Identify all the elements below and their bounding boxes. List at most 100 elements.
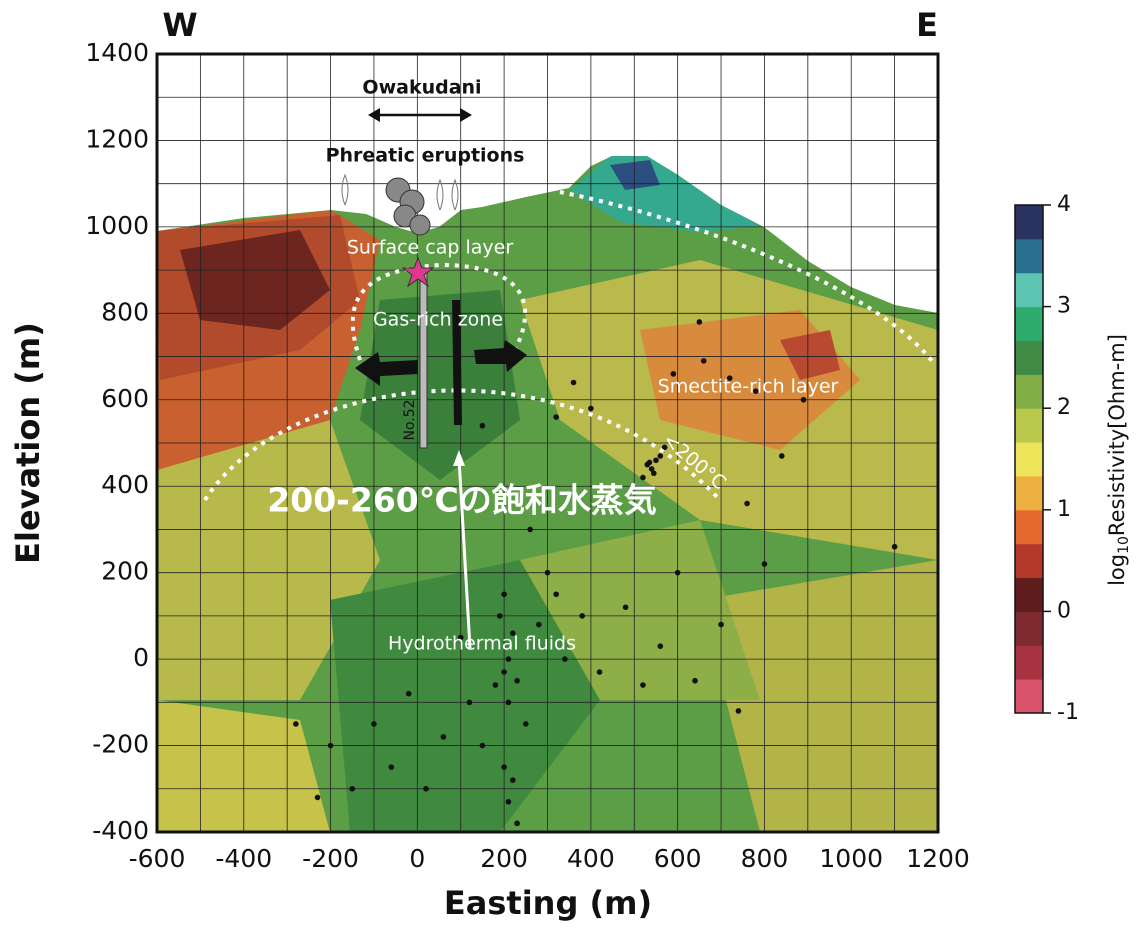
x-tick-label: 1200	[906, 844, 970, 873]
colorbar-band	[1015, 408, 1043, 443]
hypocenter	[479, 422, 486, 429]
y-axis-title: Elevation (m)	[9, 322, 47, 564]
hypocenter	[349, 785, 356, 792]
y-tick-label: 1400	[85, 38, 149, 67]
hypocenter	[509, 630, 516, 636]
hypocenter	[505, 798, 512, 805]
x-tick-label: 1000	[819, 844, 883, 873]
hypocenter	[523, 721, 529, 727]
annotation: Phreatic eruptions	[326, 145, 525, 167]
colorbar-band	[1015, 577, 1043, 612]
hypocenter	[588, 405, 594, 412]
hypocenter	[674, 569, 681, 576]
y-tick-label: -400	[92, 816, 149, 845]
hypocenter	[596, 669, 603, 675]
hypocenter	[696, 319, 703, 325]
hypocenter	[514, 820, 520, 827]
colorbar: -1 0 1 2 3 4	[1014, 192, 1079, 725]
corner-label: W	[162, 6, 197, 44]
hypocenters	[293, 319, 898, 827]
hypocenter	[718, 621, 724, 628]
arrow-head	[460, 108, 472, 122]
eruption-star	[401, 256, 435, 288]
hypocenter	[492, 682, 499, 688]
hypocenter	[501, 764, 507, 770]
hypocenter	[293, 721, 299, 727]
borehole	[419, 269, 428, 449]
y-tick-label: 800	[101, 297, 149, 326]
hypocenter	[553, 591, 559, 598]
annotation: Gas-rich zone	[373, 309, 503, 331]
arrow-head	[368, 108, 380, 122]
hypocenter	[457, 634, 464, 641]
hypocenter	[562, 656, 568, 662]
hypocenter	[657, 453, 664, 459]
hypocenter	[692, 677, 698, 684]
x-tick-label: 200	[480, 844, 528, 873]
hypocenter	[505, 699, 512, 706]
colorbar-band	[1015, 238, 1043, 274]
hypocenter	[752, 388, 759, 394]
hypocenter	[640, 682, 646, 688]
y-tick-label: 1000	[85, 211, 149, 240]
colorbar-tick-label: 1	[1057, 497, 1071, 522]
annotation: Owakudani	[362, 77, 481, 99]
colorbar-tick-label: 3	[1057, 294, 1071, 319]
hypocenter	[423, 785, 429, 792]
y-tick-label: 400	[101, 470, 149, 499]
hypocenter	[314, 794, 321, 801]
hypocenter	[501, 591, 507, 598]
hypocenter	[744, 500, 750, 507]
y-tick-label: 1200	[85, 124, 149, 153]
hypocenter	[371, 721, 377, 727]
corner-label: E	[916, 6, 938, 44]
hypocenter	[553, 414, 559, 420]
flow-arrow	[474, 340, 527, 372]
hypocenter	[670, 371, 677, 377]
annotation: 200-260℃の飽和水蒸気	[267, 481, 656, 520]
colorbar-title: 10	[1116, 536, 1132, 554]
hypocenter	[505, 656, 512, 662]
hypocenter	[579, 613, 586, 619]
fluid-arrow	[457, 457, 472, 649]
hypocenter	[657, 643, 664, 649]
hypocenter	[622, 604, 629, 611]
plot-frame	[155, 52, 940, 834]
hypocenter	[388, 764, 395, 770]
colorbar-band	[1015, 340, 1043, 375]
y-tick-label: 0	[133, 643, 149, 672]
fluid-arrow-head	[453, 450, 465, 466]
colorbar-title: Resistivity[Ohm-m]	[1105, 334, 1129, 536]
colorbar-title: log10Resistivity[Ohm-m]	[1105, 334, 1132, 586]
hypocenter	[700, 358, 707, 364]
colorbar-band	[1015, 374, 1043, 409]
x-tick-label: 400	[567, 844, 615, 873]
hypocenter	[648, 466, 655, 472]
hypocenter	[479, 742, 486, 749]
colorbar-tick-label: 2	[1057, 395, 1071, 420]
barrier	[452, 300, 462, 425]
colorbar-tick-label: 0	[1057, 598, 1071, 623]
x-tick-label: 0	[409, 844, 425, 873]
annotation: Hydrothermal fluids	[388, 633, 576, 655]
hypocenter	[514, 677, 520, 684]
colorbar-band	[1015, 442, 1043, 477]
colorbar-band	[1015, 543, 1043, 579]
colorbar-band	[1015, 679, 1043, 714]
hypocenter	[496, 613, 503, 619]
colorbar-band	[1015, 645, 1043, 680]
hypocenter	[570, 379, 577, 386]
hypocenter	[653, 457, 659, 464]
x-tick-label: -400	[215, 844, 272, 873]
hypocenter	[651, 470, 657, 477]
hypocenter	[536, 621, 542, 628]
hypocenter	[661, 444, 668, 451]
hypocenter	[726, 375, 733, 381]
y-tick-label: 600	[101, 384, 149, 413]
hypocenter	[527, 526, 533, 533]
hypocenter	[544, 569, 551, 576]
colorbar-band	[1015, 205, 1043, 240]
hypocenter	[735, 708, 742, 714]
hypocenter	[440, 734, 447, 740]
